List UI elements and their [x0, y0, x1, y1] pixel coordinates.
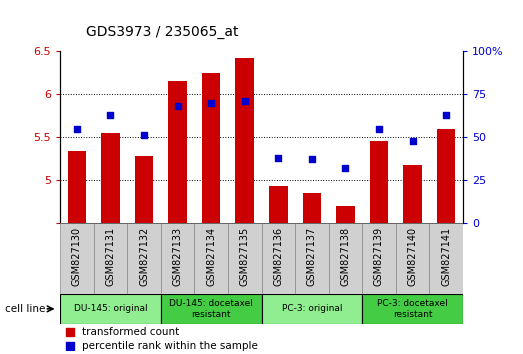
Bar	[101, 133, 120, 223]
Point	[408, 138, 417, 143]
Text: cell line: cell line	[5, 304, 46, 314]
Bar	[168, 81, 187, 223]
Text: PC-3: original: PC-3: original	[281, 304, 342, 313]
Point	[174, 103, 182, 109]
Bar	[67, 151, 86, 223]
Bar	[60, 294, 161, 324]
Text: GSM827140: GSM827140	[407, 227, 417, 286]
Bar	[303, 193, 321, 223]
Bar	[135, 156, 153, 223]
Text: DU-145: docetaxel
resistant: DU-145: docetaxel resistant	[169, 299, 253, 319]
Point	[140, 133, 148, 138]
Bar	[161, 223, 195, 294]
Text: percentile rank within the sample: percentile rank within the sample	[82, 341, 258, 350]
Text: PC-3: docetaxel
resistant: PC-3: docetaxel resistant	[377, 299, 448, 319]
Bar	[403, 165, 422, 223]
Point	[207, 100, 215, 105]
Text: GSM827133: GSM827133	[173, 227, 183, 286]
Text: DU-145: original: DU-145: original	[74, 304, 147, 313]
Bar	[195, 223, 228, 294]
Text: GDS3973 / 235065_at: GDS3973 / 235065_at	[86, 25, 239, 39]
Point	[375, 126, 383, 131]
Bar	[94, 223, 127, 294]
Bar	[336, 206, 355, 223]
Point	[106, 112, 115, 118]
Bar	[295, 223, 328, 294]
Bar	[235, 58, 254, 223]
Text: GSM827134: GSM827134	[206, 227, 216, 286]
Point	[274, 155, 282, 161]
Bar	[60, 223, 94, 294]
Bar	[202, 73, 220, 223]
Point	[241, 98, 249, 104]
Bar	[396, 223, 429, 294]
Text: GSM827141: GSM827141	[441, 227, 451, 286]
Bar	[362, 294, 463, 324]
Point	[73, 126, 81, 131]
Text: GSM827131: GSM827131	[106, 227, 116, 286]
Text: GSM827130: GSM827130	[72, 227, 82, 286]
Text: transformed count: transformed count	[82, 327, 179, 337]
Bar	[262, 294, 362, 324]
Bar	[429, 223, 463, 294]
Bar	[370, 141, 388, 223]
Point	[349, 166, 357, 172]
Text: GSM827135: GSM827135	[240, 227, 249, 286]
Point	[341, 165, 349, 171]
Text: GSM827137: GSM827137	[307, 227, 317, 286]
Point	[349, 290, 357, 296]
Bar	[269, 186, 288, 223]
Text: GSM827132: GSM827132	[139, 227, 149, 286]
Text: GSM827139: GSM827139	[374, 227, 384, 286]
Bar	[437, 129, 456, 223]
Bar	[362, 223, 396, 294]
Bar	[228, 223, 262, 294]
Bar	[262, 223, 295, 294]
Text: GSM827136: GSM827136	[274, 227, 283, 286]
Text: GSM827138: GSM827138	[340, 227, 350, 286]
Point	[308, 157, 316, 162]
Point	[442, 112, 450, 118]
Bar	[328, 223, 362, 294]
Bar	[127, 223, 161, 294]
Bar	[161, 294, 262, 324]
